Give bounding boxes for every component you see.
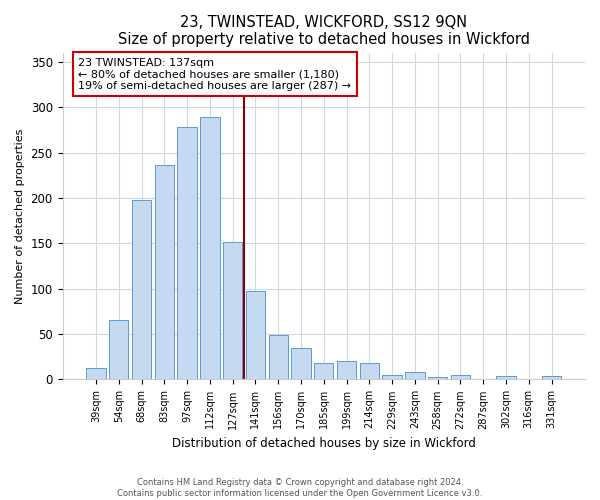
Bar xyxy=(542,376,561,380)
Bar xyxy=(223,242,242,380)
Bar xyxy=(246,292,265,380)
Bar xyxy=(292,348,311,380)
Bar xyxy=(178,127,197,380)
Bar xyxy=(405,372,425,380)
Bar xyxy=(200,117,220,380)
Bar xyxy=(451,375,470,380)
Bar xyxy=(428,376,448,380)
Bar xyxy=(155,166,174,380)
Bar xyxy=(359,363,379,380)
Bar xyxy=(269,335,288,380)
Y-axis label: Number of detached properties: Number of detached properties xyxy=(15,128,25,304)
X-axis label: Distribution of detached houses by size in Wickford: Distribution of detached houses by size … xyxy=(172,437,476,450)
Text: 23 TWINSTEAD: 137sqm
← 80% of detached houses are smaller (1,180)
19% of semi-de: 23 TWINSTEAD: 137sqm ← 80% of detached h… xyxy=(78,58,352,91)
Bar xyxy=(132,200,151,380)
Text: Contains HM Land Registry data © Crown copyright and database right 2024.
Contai: Contains HM Land Registry data © Crown c… xyxy=(118,478,482,498)
Title: 23, TWINSTEAD, WICKFORD, SS12 9QN
Size of property relative to detached houses i: 23, TWINSTEAD, WICKFORD, SS12 9QN Size o… xyxy=(118,15,530,48)
Bar xyxy=(314,363,334,380)
Bar xyxy=(109,320,128,380)
Bar xyxy=(496,376,515,380)
Bar xyxy=(337,362,356,380)
Bar xyxy=(382,375,402,380)
Bar xyxy=(86,368,106,380)
